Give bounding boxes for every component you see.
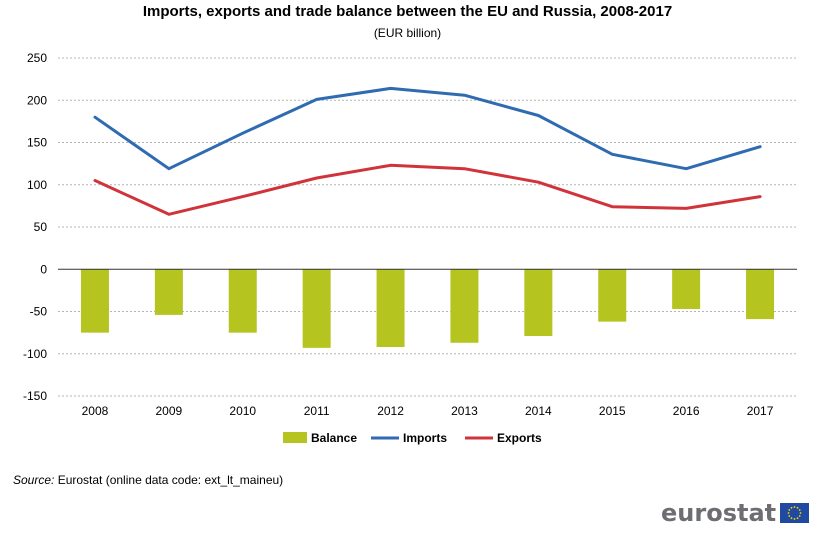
bar-balance [80, 269, 109, 333]
x-tick-label: 2016 [673, 404, 700, 418]
line-exports [93, 163, 762, 216]
y-tick-label: -150 [23, 389, 47, 403]
flag-star [798, 515, 801, 517]
x-tick-label: 2010 [229, 404, 256, 418]
flag-star [793, 518, 796, 520]
eu-flag-icon [780, 503, 810, 523]
source-label: Source: [13, 473, 55, 487]
bar-balance [228, 269, 257, 333]
chart-subtitle: (EUR billion) [373, 26, 442, 40]
bar-balance [524, 269, 553, 337]
y-tick-label: 150 [27, 136, 47, 150]
flag-star [796, 517, 799, 520]
flag-star [796, 506, 799, 509]
eurostat-logo: eurostat [661, 499, 810, 527]
chart-area: 250 200 150 100 50 0 -50 -100 -150 2008 2009 2010 20… [23, 51, 797, 445]
flag-star [799, 512, 802, 514]
y-tick-label: 100 [27, 178, 47, 192]
source-text: Eurostat (online data code: ext_lt_maine… [54, 473, 284, 487]
y-tick-label: 200 [27, 93, 47, 107]
source-note: Source: Eurostat (online data code: ext_… [13, 473, 283, 487]
legend-label-imports: Imports [403, 431, 447, 445]
y-tick-label: 0 [40, 262, 47, 276]
flag-star [788, 509, 791, 511]
x-tick-label: 2008 [82, 404, 109, 418]
x-tick-label: 2013 [451, 404, 478, 418]
y-tick-label: -100 [23, 347, 47, 361]
x-tick-label: 2009 [155, 404, 182, 418]
legend-swatch-balance [283, 432, 307, 443]
flag-star [787, 512, 790, 514]
bar-balance [598, 269, 627, 322]
x-tick-label: 2014 [525, 404, 552, 418]
flag-star [793, 506, 796, 508]
line-imports [93, 86, 762, 171]
chart-title: Imports, exports and trade balance betwe… [142, 3, 673, 20]
x-tick-label: 2017 [747, 404, 774, 418]
y-tick-label: 250 [27, 51, 47, 65]
y-tick-label: 50 [34, 220, 48, 234]
bar-balance [376, 269, 405, 347]
legend-label-exports: Exports [497, 431, 542, 445]
x-tick-label: 2015 [599, 404, 626, 418]
x-tick-label: 2012 [377, 404, 404, 418]
flag-star [788, 515, 791, 517]
logo-text: eurostat [661, 499, 777, 527]
bar-balance [746, 269, 775, 320]
legend-label-balance: Balance [311, 431, 357, 445]
bar-balance [302, 269, 331, 348]
y-tick-label: -50 [30, 305, 48, 319]
bar-balance [450, 269, 479, 343]
bar-balance [672, 269, 701, 309]
flag-star [790, 517, 793, 520]
bar-balance [154, 269, 183, 315]
flag-star [798, 509, 801, 511]
x-tick-label: 2011 [304, 404, 330, 418]
flag-star [790, 506, 793, 509]
